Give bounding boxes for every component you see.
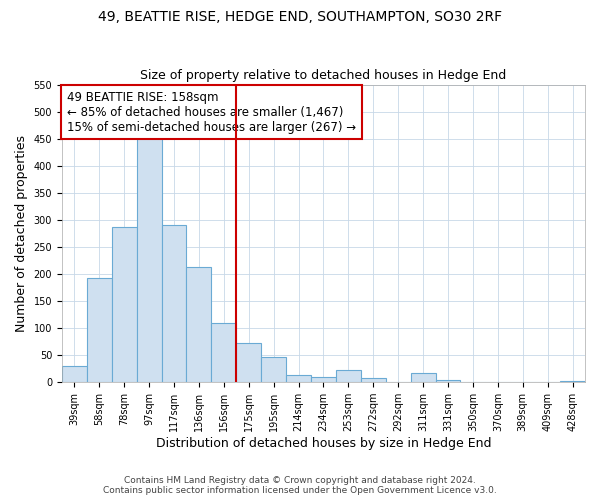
Text: Contains HM Land Registry data © Crown copyright and database right 2024.
Contai: Contains HM Land Registry data © Crown c… (103, 476, 497, 495)
Bar (560, 380, 585, 382)
Bar (161, 224, 187, 382)
Title: Size of property relative to detached houses in Hedge End: Size of property relative to detached ho… (140, 69, 506, 82)
Text: 49 BEATTIE RISE: 158sqm
← 85% of detached houses are smaller (1,467)
15% of semi: 49 BEATTIE RISE: 158sqm ← 85% of detache… (67, 90, 356, 134)
Bar (87, 278, 112, 382)
Bar (62, 366, 87, 382)
Y-axis label: Number of detached properties: Number of detached properties (15, 135, 28, 332)
Bar (261, 357, 286, 382)
Bar (336, 370, 361, 382)
Bar (112, 228, 137, 382)
Bar (361, 378, 386, 382)
Bar (410, 373, 436, 382)
Text: 49, BEATTIE RISE, HEDGE END, SOUTHAMPTON, SO30 2RF: 49, BEATTIE RISE, HEDGE END, SOUTHAMPTON… (98, 10, 502, 24)
Bar (286, 375, 311, 382)
Bar (311, 377, 336, 382)
Bar (236, 342, 261, 382)
Bar (211, 322, 236, 382)
X-axis label: Distribution of detached houses by size in Hedge End: Distribution of detached houses by size … (156, 437, 491, 450)
Bar (187, 267, 211, 382)
Bar (436, 380, 460, 382)
Bar (137, 135, 161, 382)
